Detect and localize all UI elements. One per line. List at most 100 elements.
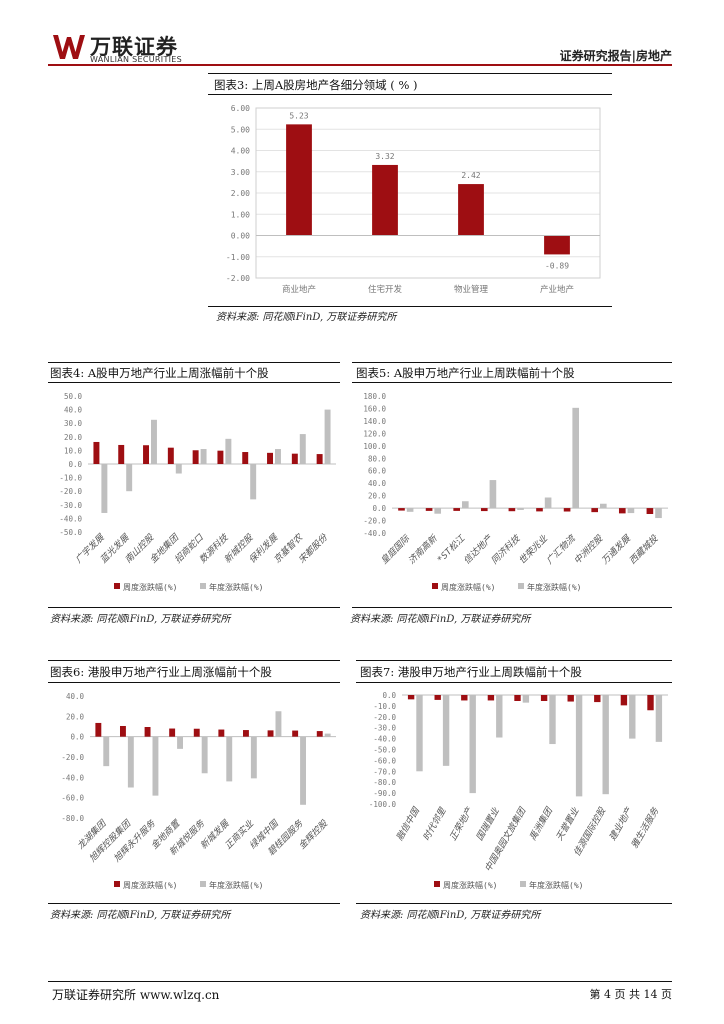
chart3-category-label: 旭辉永升服务	[112, 818, 159, 865]
chart2-category-label: 信达地产	[461, 533, 495, 567]
chart4-ytick-label: -30.0	[373, 724, 396, 733]
chart1-ytick-label: 50.0	[64, 392, 83, 401]
chart2-bar-series-1	[517, 508, 524, 510]
chart3-bar-series-0	[119, 725, 126, 737]
chart4-bar-series-1	[575, 695, 583, 797]
fig7-top-rule	[356, 660, 672, 661]
chart3-ytick-label: -20.0	[61, 753, 84, 762]
chart4-ytick-label: -50.0	[373, 746, 396, 755]
fig3-chart: 6.00 5.00 4.00 3.00 2.00 1.00 0.00 -1.00 -2.00 5.…	[226, 104, 601, 295]
chart0-ytick-label: -1.00	[226, 253, 250, 262]
chart4-ytick-label: -80.0	[373, 778, 396, 787]
chart2-legend-swatch-week	[432, 583, 438, 589]
chart2-bar-series-1	[434, 508, 442, 514]
chart4-legend-label: 周度涨跌幅(%)	[443, 880, 497, 890]
chart4-bar-series-1	[549, 695, 556, 745]
chart4-ytick-label: -70.0	[373, 767, 396, 776]
chart1-bar-series-0	[291, 453, 298, 464]
fig5-title-rule	[352, 382, 672, 383]
chart2-bar-series-1	[572, 407, 580, 509]
fig5-title: 图表5: A股申万地产行业上周跌幅前十个股	[356, 366, 575, 380]
chart4-bar-series-1	[602, 695, 609, 795]
chart1-bar-series-0	[118, 444, 125, 464]
chart0-data-label: 3.32	[375, 152, 394, 161]
chart1-ytick-label: 20.0	[64, 433, 83, 442]
chart1-bar-series-1	[324, 409, 331, 464]
footer-divider	[48, 981, 672, 982]
chart3-bar-series-0	[267, 730, 274, 737]
chart3-bar-series-1	[177, 736, 184, 749]
chart1-bar-series-0	[267, 452, 273, 464]
chart4-bar-series-0	[540, 695, 548, 701]
chart0-data-label: 2.42	[461, 171, 480, 180]
footer-left: 万联证券研究所 www.wlzq.cn	[52, 988, 220, 1002]
chart4-bar-series-0	[461, 695, 468, 701]
chart2-ytick-label: 180.0	[363, 392, 386, 401]
chart3-bar-series-0	[218, 729, 225, 737]
chart3-bar-series-1	[250, 736, 257, 779]
chart3-bar-series-0	[193, 728, 200, 737]
fig4-chart: 50.0 40.0 30.0 20.0 10.0 0.0 -10.0 -20.0 -30.0 -4…	[59, 392, 336, 592]
chart0-bar	[544, 235, 570, 255]
chart3-legend-label: 年度涨跌幅(%)	[209, 880, 263, 890]
chart4-ytick-label: -100.0	[369, 800, 397, 809]
chart0-plot-border	[255, 107, 601, 279]
fig5-chart: 180.0 160.0 140.0 120.0 100.0 80.0 60.0 40.0 20.…	[363, 392, 668, 592]
chart4-ytick-label: 0.0	[382, 691, 396, 700]
chart3-ytick-label: -40.0	[61, 773, 84, 782]
chart4-bar-series-0	[594, 695, 601, 703]
chart2-bar-series-1	[489, 480, 497, 509]
fig7-title: 图表7: 港股申万地产行业上周跌幅前十个股	[360, 665, 582, 679]
page-number: 第 4 页 共 14 页	[589, 988, 672, 1001]
chart4-bar-series-1	[469, 695, 476, 794]
fig4-title-rule	[48, 382, 340, 383]
chart2-ytick-label: 80.0	[368, 454, 387, 463]
chart1-bar-series-1	[225, 438, 232, 464]
fig6-chart: 40.020.00.0-20.0-40.0-60.0-80.0龙湖集团旭辉控股集…	[61, 692, 336, 890]
chart2-bar-series-1	[544, 497, 552, 509]
chart2-ytick-label: -40.0	[363, 529, 386, 538]
chart2-bar-series-0	[536, 508, 543, 512]
fig7-title-rule	[356, 682, 672, 683]
fig5-top-rule	[352, 362, 672, 363]
chart3-legend-swatch-week	[114, 881, 120, 887]
chart1-bar-series-0	[192, 450, 199, 464]
chart4-bar-series-1	[496, 695, 503, 738]
chart4-legend-swatch-year	[520, 881, 526, 887]
chart1-bar-series-1	[126, 464, 133, 492]
chart2-bar-series-1	[462, 501, 469, 509]
fig3-source: 资料来源: 同花顺iFinD, 万联证券研究所	[216, 312, 397, 323]
chart1-bar-series-1	[151, 419, 157, 464]
chart4-bar-series-1	[655, 695, 663, 742]
chart2-category-label: 济南高新	[406, 532, 441, 567]
chart1-ytick-label: 30.0	[64, 419, 83, 428]
chart4-category-label: 融信中国	[394, 804, 423, 842]
chart1-legend-swatch-year	[200, 583, 206, 589]
chart3-bar-series-0	[169, 728, 176, 737]
chart2-ytick-label: 20.0	[368, 492, 387, 501]
chart3-bar-series-0	[316, 731, 323, 737]
chart0-category-label: 物业管理	[454, 284, 489, 295]
chart1-legend-label: 年度涨跌幅(%)	[209, 582, 263, 592]
chart0-category-label: 住宅开发	[368, 284, 403, 295]
fig5-source: 资料来源: 同花顺iFinD, 万联证券研究所	[350, 614, 531, 625]
chart2-bar-series-0	[453, 508, 460, 511]
chart4-bar-series-0	[407, 695, 415, 700]
fig4-top-rule	[48, 362, 340, 363]
chart2-bar-series-1	[655, 508, 662, 519]
chart0-category-label: 商业地产	[282, 284, 316, 295]
chart0-ytick-label: 4.00	[231, 147, 250, 156]
chart2-legend-swatch-year	[518, 583, 524, 589]
chart0-bar	[286, 124, 312, 236]
chart4-category-label: 时代邻里	[421, 805, 449, 843]
chart4-ytick-label: -40.0	[373, 735, 396, 744]
chart2-category-label: 同济科技	[489, 533, 523, 567]
chart1-ytick-label: 40.0	[64, 406, 83, 415]
chart3-bar-series-0	[144, 727, 151, 737]
fig6-top-rule	[48, 660, 340, 661]
chart3-bar-series-0	[292, 730, 299, 737]
logo-text-en: WANLIAN SECURITIES	[90, 55, 183, 64]
chart2-legend-label: 周度涨跌幅(%)	[441, 582, 495, 592]
chart3-ytick-label: 40.0	[66, 692, 85, 701]
header-divider	[48, 64, 672, 66]
